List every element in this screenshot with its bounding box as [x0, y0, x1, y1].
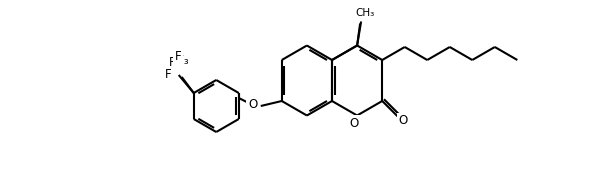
Text: CF₃: CF₃	[169, 55, 188, 67]
Text: CH₃: CH₃	[355, 8, 375, 18]
Text: F: F	[164, 68, 171, 82]
Text: F: F	[169, 57, 175, 70]
Text: O: O	[248, 98, 257, 111]
Text: O: O	[398, 114, 408, 127]
Text: O: O	[349, 117, 359, 130]
Text: F: F	[175, 51, 181, 64]
